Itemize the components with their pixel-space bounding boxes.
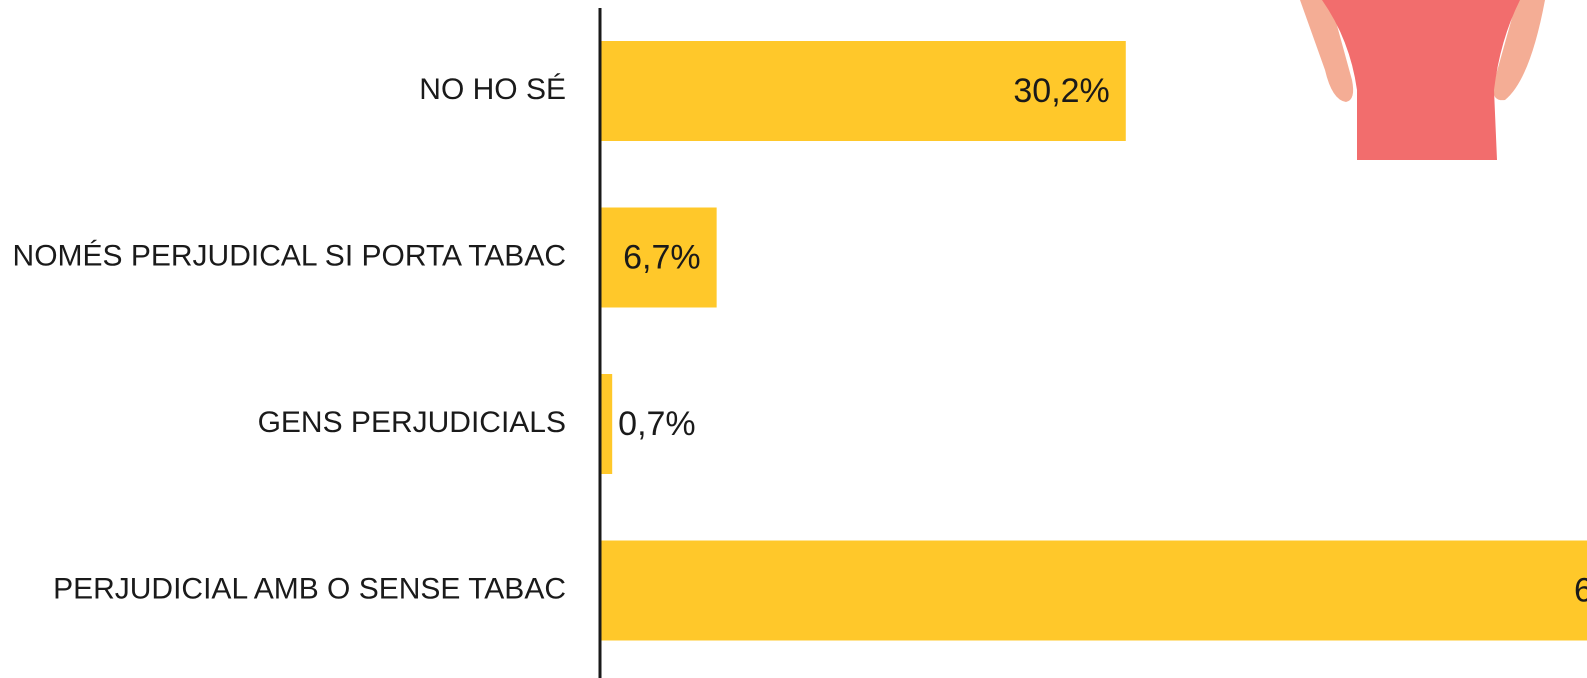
bar [600,540,1587,641]
shirt [1322,0,1520,160]
value-label: 6,7% [623,238,701,276]
category-label: GENS PERJUDICIALS [258,406,566,439]
value-label: 62,4% [1574,571,1587,609]
bar [600,41,1126,141]
illustration [1300,0,1545,160]
arm-left [1300,0,1354,102]
category-label: NOMÉS PERJUDICAL SI PORTA TABAC [13,239,566,272]
arm-right [1493,0,1545,101]
bar [600,374,613,474]
value-label: 0,7% [618,405,696,443]
category-label: PERJUDICIAL AMB O SENSE TABAC [53,572,566,605]
plot-area: NO HO SÉ 30,2% NOMÉS PERJUDICAL SI PORTA T… [13,41,1587,641]
value-label: 30,2% [1013,72,1109,110]
bar [600,207,717,308]
category-label: NO HO SÉ [419,73,566,106]
